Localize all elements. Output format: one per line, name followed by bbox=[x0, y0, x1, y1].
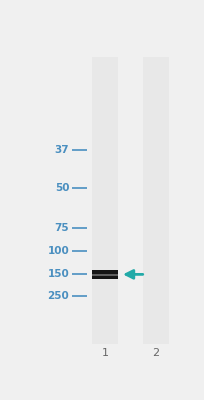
Bar bbox=[92, 278, 117, 281]
Bar bbox=[92, 270, 117, 279]
Text: 37: 37 bbox=[54, 145, 69, 155]
Bar bbox=[92, 274, 117, 276]
Bar bbox=[142, 57, 168, 344]
Text: 1: 1 bbox=[101, 348, 108, 358]
Text: 250: 250 bbox=[47, 291, 69, 301]
Text: 150: 150 bbox=[47, 269, 69, 279]
Text: 2: 2 bbox=[152, 348, 159, 358]
Bar bbox=[92, 57, 117, 344]
Text: 75: 75 bbox=[54, 223, 69, 233]
Text: 50: 50 bbox=[54, 183, 69, 193]
Text: 100: 100 bbox=[47, 246, 69, 256]
